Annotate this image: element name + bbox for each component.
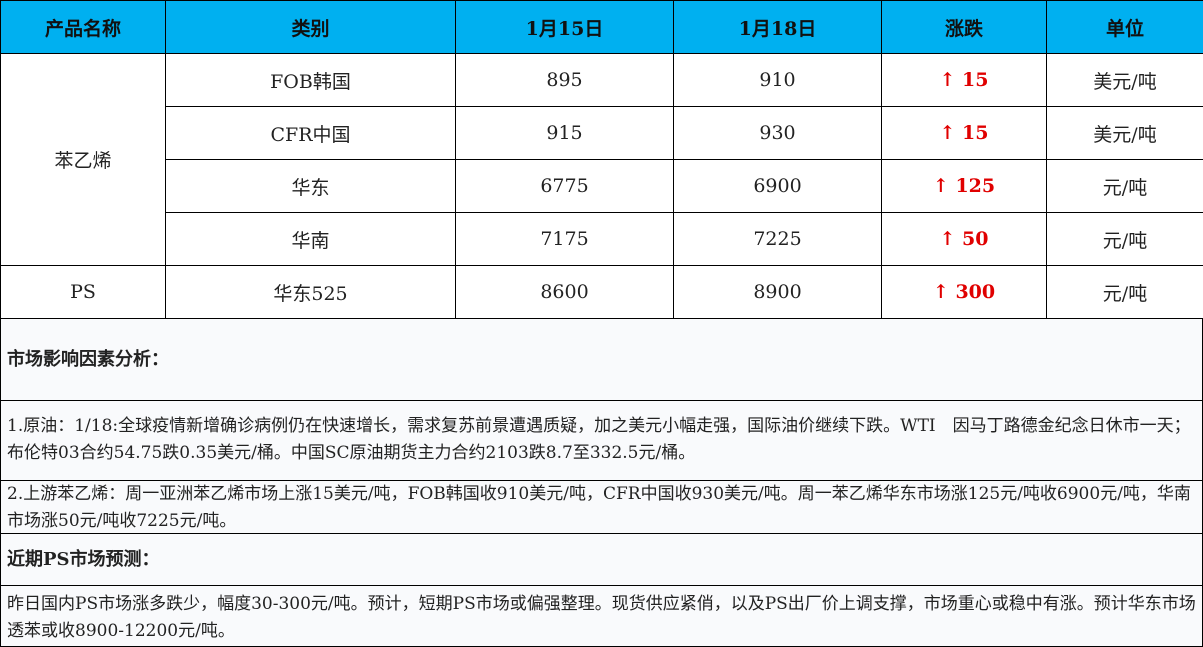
table-row: 华南 7175 7225 ↑ 50 元/吨 [1,213,1203,266]
unit-cell: 元/吨 [1047,266,1203,319]
date2-cell: 910 [674,54,882,107]
analysis-item-styrene: 2.上游苯乙烯：周一亚洲苯乙烯市场上涨15美元/吨，FOB韩国收910美元/吨，… [0,481,1203,534]
product-cell: 苯乙烯 [1,54,166,266]
date2-cell: 8900 [674,266,882,319]
analysis-item-crude: 1.原油：1/18:全球疫情新增确诊病例仍在快速增长，需求复苏前景遭遇质疑，加之… [0,401,1203,481]
product-cell: PS [1,266,166,319]
date1-cell: 8600 [456,266,674,319]
unit-cell: 美元/吨 [1047,54,1203,107]
forecast-text: 昨日国内PS市场涨多跌少，幅度30-300元/吨。预计，短期PS市场或偏强整理。… [0,586,1203,647]
date2-cell: 6900 [674,160,882,213]
change-cell: ↑ 300 [882,266,1047,319]
up-arrow-icon: ↑ [940,122,956,144]
unit-cell: 美元/吨 [1047,107,1203,160]
header-change: 涨跌 [882,1,1047,54]
header-date2: 1月18日 [674,1,882,54]
analysis-title: 市场影响因素分析： [0,319,1203,401]
up-arrow-icon: ↑ [940,69,956,91]
header-product: 产品名称 [1,1,166,54]
date1-cell: 6775 [456,160,674,213]
unit-cell: 元/吨 [1047,160,1203,213]
category-cell: 华东 [166,160,456,213]
category-cell: 华南 [166,213,456,266]
up-arrow-icon: ↑ [940,228,956,250]
forecast-title: 近期PS市场预测： [0,534,1203,586]
table-row: 华东 6775 6900 ↑ 125 元/吨 [1,160,1203,213]
change-cell: ↑ 50 [882,213,1047,266]
change-cell: ↑ 125 [882,160,1047,213]
unit-cell: 元/吨 [1047,213,1203,266]
header-date1: 1月15日 [456,1,674,54]
table-header: 产品名称 类别 1月15日 1月18日 涨跌 单位 [1,1,1203,54]
header-unit: 单位 [1047,1,1203,54]
table-row: CFR中国 915 930 ↑ 15 美元/吨 [1,107,1203,160]
category-cell: 华东525 [166,266,456,319]
date2-cell: 7225 [674,213,882,266]
change-cell: ↑ 15 [882,107,1047,160]
change-cell: ↑ 15 [882,54,1047,107]
up-arrow-icon: ↑ [933,281,949,303]
up-arrow-icon: ↑ [933,175,949,197]
date2-cell: 930 [674,107,882,160]
date1-cell: 915 [456,107,674,160]
category-cell: CFR中国 [166,107,456,160]
header-category: 类别 [166,1,456,54]
date1-cell: 895 [456,54,674,107]
category-cell: FOB韩国 [166,54,456,107]
date1-cell: 7175 [456,213,674,266]
